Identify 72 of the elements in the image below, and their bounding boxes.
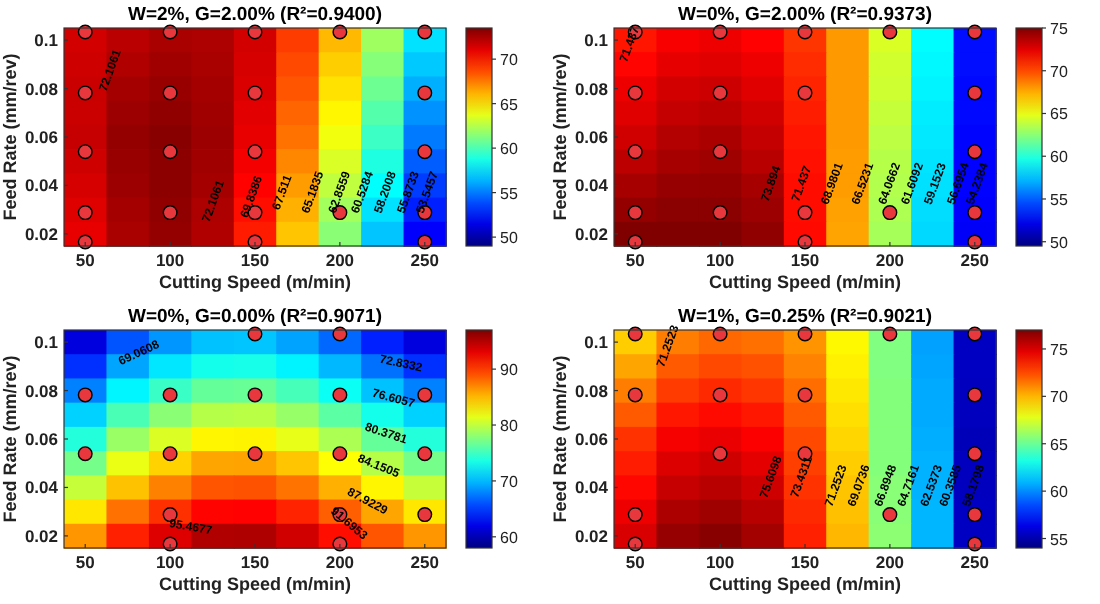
x-tick-label: 50 bbox=[75, 250, 96, 270]
x-tick-label: 100 bbox=[705, 250, 735, 270]
color-bar-label: 65 bbox=[1050, 105, 1069, 124]
color-bar-label: 55 bbox=[1050, 190, 1069, 209]
x-axis-title: Cutting Speed (m/min) bbox=[159, 272, 351, 292]
chart-title: W=0%, G=2.00% (R²=0.9373) bbox=[678, 4, 932, 26]
x-tick-label: 250 bbox=[960, 552, 990, 572]
y-tick-label: 0.08 bbox=[24, 380, 59, 401]
y-tick-label: 0.02 bbox=[24, 223, 59, 244]
color-bar-label: 80 bbox=[500, 417, 519, 436]
y-tick-label: 0.06 bbox=[574, 127, 609, 147]
color-bar-label: 55 bbox=[1050, 530, 1069, 549]
color-bar-label: 65 bbox=[1050, 435, 1069, 454]
x-tick-label: 250 bbox=[960, 250, 990, 270]
y-tick-label: 0.1 bbox=[34, 30, 59, 51]
x-tick-label: 200 bbox=[875, 552, 905, 572]
y-tick-label: 0.1 bbox=[584, 332, 609, 353]
y-tick-label: 0.02 bbox=[574, 525, 609, 546]
y-axis-title: Feed Rate (mm/rev) bbox=[550, 53, 570, 221]
y-tick-label: 0.04 bbox=[574, 477, 609, 498]
x-axis-title: Cutting Speed (m/min) bbox=[159, 574, 351, 594]
color-bar-label: 65 bbox=[500, 95, 519, 114]
color-bar-label: 55 bbox=[500, 184, 519, 203]
x-tick-label: 100 bbox=[155, 250, 185, 270]
y-axis-title: Feed Rate (mm/rev) bbox=[550, 355, 570, 523]
color-bar-label: 90 bbox=[500, 361, 519, 380]
x-tick-label: 200 bbox=[325, 552, 355, 572]
y-tick-label: 0.1 bbox=[34, 332, 59, 353]
color-bar-label: 60 bbox=[1050, 148, 1069, 167]
x-axis-title: Cutting Speed (m/min) bbox=[709, 574, 901, 594]
y-tick-label: 0.08 bbox=[24, 78, 59, 99]
chart-title: W=2%, G=2.00% (R²=0.9400) bbox=[128, 4, 382, 26]
chart-title: W=0%, G=0.00% (R²=0.9071) bbox=[128, 306, 382, 328]
color-bar-label: 50 bbox=[1050, 233, 1069, 252]
y-tick-label: 0.1 bbox=[584, 30, 609, 51]
y-tick-label: 0.06 bbox=[24, 429, 59, 449]
color-bar-label: 75 bbox=[1050, 20, 1069, 38]
y-tick-label: 0.04 bbox=[24, 175, 59, 196]
x-tick-label: 250 bbox=[410, 250, 440, 270]
x-tick-label: 50 bbox=[625, 552, 646, 572]
color-bar-label: 70 bbox=[1050, 388, 1069, 407]
y-tick-label: 0.02 bbox=[574, 223, 609, 244]
x-tick-label: 200 bbox=[875, 250, 905, 270]
color-bar-label: 70 bbox=[1050, 62, 1069, 81]
x-tick-label: 150 bbox=[790, 250, 820, 270]
y-tick-label: 0.02 bbox=[24, 525, 59, 546]
y-axis-title: Feed Rate (mm/rev) bbox=[0, 53, 20, 221]
y-axis-title: Feed Rate (mm/rev) bbox=[0, 355, 20, 523]
color-bar-label: 70 bbox=[500, 472, 519, 491]
chart-title: W=1%, G=0.25% (R²=0.9021) bbox=[678, 306, 932, 328]
x-tick-label: 150 bbox=[240, 250, 270, 270]
x-axis-title: Cutting Speed (m/min) bbox=[709, 272, 901, 292]
x-tick-label: 100 bbox=[155, 552, 185, 572]
color-bar-label: 75 bbox=[1050, 340, 1069, 359]
color-bar-label: 60 bbox=[500, 140, 519, 159]
y-tick-label: 0.04 bbox=[24, 477, 59, 498]
y-tick-label: 0.04 bbox=[574, 175, 609, 196]
x-tick-label: 200 bbox=[325, 250, 355, 270]
y-tick-label: 0.08 bbox=[574, 78, 609, 99]
y-tick-label: 0.08 bbox=[574, 380, 609, 401]
color-bar-label: 50 bbox=[500, 229, 519, 248]
y-tick-label: 0.06 bbox=[24, 127, 59, 147]
y-tick-label: 0.06 bbox=[574, 429, 609, 449]
color-bar-label: 70 bbox=[500, 51, 519, 70]
x-tick-label: 250 bbox=[410, 552, 440, 572]
color-bar-label: 60 bbox=[500, 528, 519, 547]
x-tick-label: 50 bbox=[625, 250, 646, 270]
x-tick-label: 50 bbox=[75, 552, 96, 572]
x-tick-label: 100 bbox=[705, 552, 735, 572]
x-tick-label: 150 bbox=[790, 552, 820, 572]
x-tick-label: 150 bbox=[240, 552, 270, 572]
color-bar-label: 60 bbox=[1050, 483, 1069, 502]
